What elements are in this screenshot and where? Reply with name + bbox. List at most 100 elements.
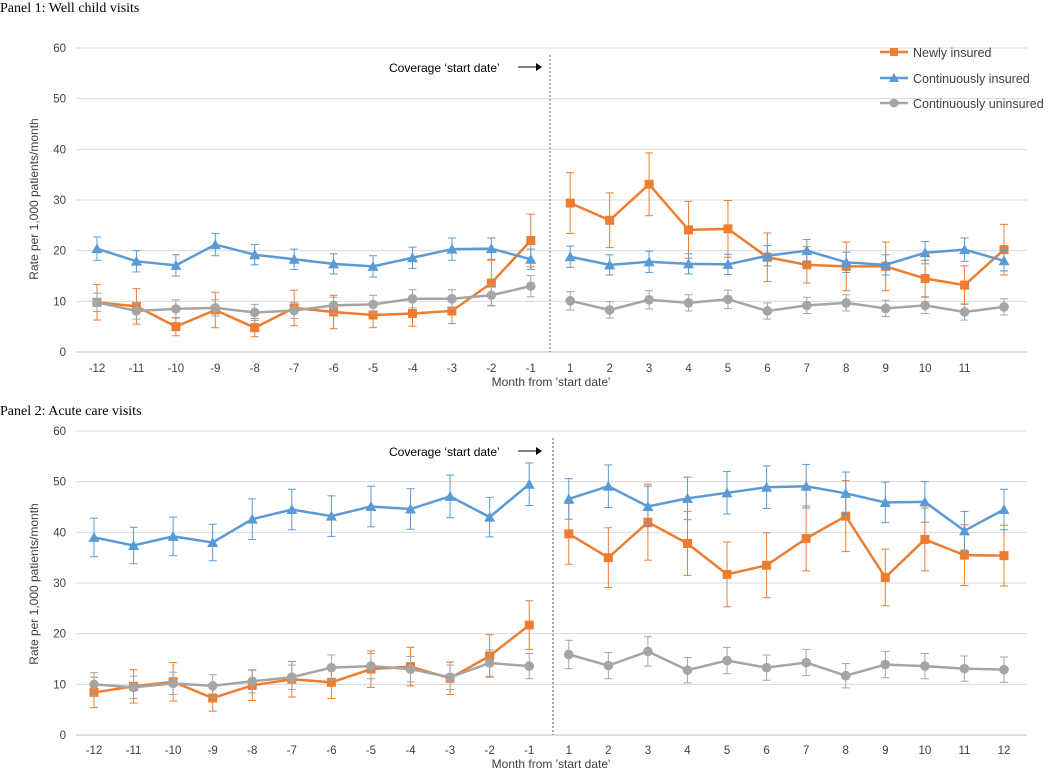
panel-1-start-date-annotation: Coverage ‘start date’ xyxy=(389,61,500,75)
data-point xyxy=(287,672,297,683)
data-point xyxy=(920,300,930,311)
x-tick-label: -4 xyxy=(407,363,418,375)
series-line-pre xyxy=(96,239,532,330)
data-point xyxy=(920,661,930,671)
data-point xyxy=(682,538,692,548)
series-line-pre xyxy=(93,624,530,700)
panel-2-start-date-annotation: Coverage ‘start date’ xyxy=(389,445,500,459)
circle-marker-icon xyxy=(889,98,899,108)
x-tick-label: -6 xyxy=(326,745,336,757)
panel-1-annotation-arrow xyxy=(518,63,542,71)
data-point xyxy=(368,310,378,320)
x-tick-label: -11 xyxy=(129,363,145,375)
data-point xyxy=(999,551,1009,561)
data-point xyxy=(523,478,535,489)
y-tick-label: 10 xyxy=(53,679,66,691)
y-tick-label: 0 xyxy=(60,730,66,742)
x-tick-label: -10 xyxy=(165,745,182,757)
series-line-post xyxy=(568,650,1005,678)
data-point xyxy=(368,299,378,310)
legend-label-newly-insured: Newly insured xyxy=(913,46,992,60)
x-tick-label: 10 xyxy=(918,745,931,757)
data-point xyxy=(603,553,613,563)
data-point xyxy=(840,487,852,498)
data-point xyxy=(367,260,379,271)
x-tick-label: 4 xyxy=(684,745,691,757)
data-point xyxy=(486,290,497,301)
panel-1-series xyxy=(91,152,1010,338)
data-point xyxy=(128,540,140,551)
panel-1-title: Panel 1: Well child visits xyxy=(0,1,139,16)
data-point xyxy=(999,245,1009,255)
legend: Newly insured Continuously insured Conti… xyxy=(880,46,1044,111)
panel-1-well-child-visits: Panel 1: Well child visits 0102030405060… xyxy=(0,1,1044,389)
data-point xyxy=(130,255,142,266)
panel-2-y-axis-label: Rate per 1,000 patients/month xyxy=(27,503,41,664)
data-point xyxy=(171,304,181,314)
x-tick-label: -9 xyxy=(208,745,218,757)
x-tick-label: 3 xyxy=(645,745,651,757)
x-tick-label: -7 xyxy=(289,363,299,375)
y-tick-label: 40 xyxy=(53,144,66,156)
data-point xyxy=(919,496,931,507)
x-tick-label: -2 xyxy=(485,745,495,757)
data-point xyxy=(879,496,891,507)
legend-item-continuously-uninsured: Continuously uninsured xyxy=(880,97,1044,111)
series-line-pre xyxy=(93,661,530,689)
data-point xyxy=(681,492,693,503)
square-marker-icon xyxy=(890,48,898,56)
x-tick-label: 8 xyxy=(843,363,849,375)
data-point xyxy=(208,693,218,703)
x-tick-label: -1 xyxy=(526,363,536,375)
data-point xyxy=(405,503,417,514)
x-tick-label: -8 xyxy=(250,363,260,375)
data-point xyxy=(88,531,100,542)
data-point xyxy=(366,661,376,671)
series-newly-insured xyxy=(89,480,1009,712)
data-point xyxy=(919,247,931,258)
data-point xyxy=(328,258,340,269)
data-point xyxy=(723,294,733,305)
data-point xyxy=(644,179,654,189)
x-tick-label: 6 xyxy=(763,745,769,757)
data-point xyxy=(723,224,733,234)
data-point xyxy=(128,682,139,693)
data-point xyxy=(247,676,258,687)
y-tick-label: 30 xyxy=(53,578,66,590)
panel-2-annotation-arrow xyxy=(518,447,542,455)
x-tick-label: 7 xyxy=(804,363,810,375)
data-point xyxy=(445,672,455,683)
data-point xyxy=(643,646,653,657)
data-point xyxy=(841,511,851,521)
series-line-post xyxy=(569,248,1005,267)
legend-label-continuously-insured: Continuously insured xyxy=(913,72,1030,86)
data-point xyxy=(484,658,495,668)
x-tick-label: -12 xyxy=(89,363,106,375)
data-point xyxy=(406,252,418,263)
data-point xyxy=(722,655,732,666)
data-point xyxy=(800,480,812,491)
data-point xyxy=(802,300,812,311)
series-line-post xyxy=(569,182,1005,287)
data-point xyxy=(604,259,616,270)
data-point xyxy=(447,306,457,316)
panel-2-x-ticks: -12 -11 -10 -9 -8 -7 -6 -5 -4 -3 -2 -1 1 2 3 4 5 6 7 8 9 10 11… xyxy=(86,745,1011,757)
data-point xyxy=(564,529,574,539)
data-point xyxy=(365,500,377,511)
series-line-pre xyxy=(93,483,531,547)
data-point xyxy=(524,620,534,630)
data-point xyxy=(683,298,694,308)
data-point xyxy=(840,256,852,267)
data-point xyxy=(447,294,457,304)
data-point xyxy=(89,679,99,690)
panel-2-acute-care-visits: Panel 2: Acute care visits 0102030405060… xyxy=(0,404,1027,769)
data-point xyxy=(801,245,813,256)
series-line-post xyxy=(569,298,1005,314)
data-point xyxy=(960,280,970,290)
data-point xyxy=(405,664,416,674)
series-continuously-uninsured xyxy=(89,636,1009,700)
data-point xyxy=(486,278,496,288)
data-point xyxy=(563,493,575,504)
x-tick-label: -2 xyxy=(486,363,496,375)
